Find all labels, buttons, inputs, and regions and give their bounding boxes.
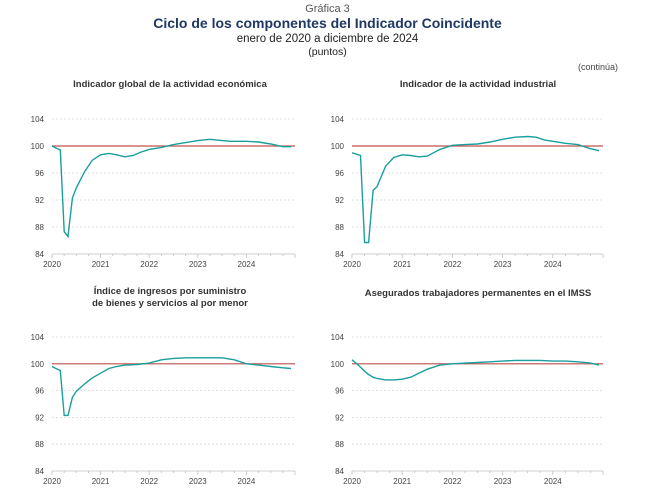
y-tick-label: 84 xyxy=(35,250,44,259)
y-tick-label: 88 xyxy=(335,440,344,449)
x-tick-label: 2024 xyxy=(238,477,256,486)
x-tick-label: 2021 xyxy=(393,260,411,269)
chart-title-2: Indicador de la actividad industrial xyxy=(400,79,556,90)
y-tick-label: 96 xyxy=(335,169,344,178)
y-tick-label: 104 xyxy=(31,333,45,342)
x-tick-label: 2020 xyxy=(43,260,61,269)
y-tick-label: 100 xyxy=(331,142,345,151)
x-tick-label: 2024 xyxy=(544,260,562,269)
chart-title-1: Indicador global de la actividad económi… xyxy=(73,79,267,90)
y-tick-label: 92 xyxy=(35,413,44,422)
series-line xyxy=(351,359,600,381)
x-tick-label: 2021 xyxy=(92,260,110,269)
x-tick-label: 2024 xyxy=(544,477,562,486)
y-tick-label: 84 xyxy=(335,467,344,476)
x-tick-label: 2020 xyxy=(343,260,361,269)
y-tick-label: 104 xyxy=(331,333,345,342)
figure-label: Gráfica 3 xyxy=(305,3,350,15)
x-tick-label: 2022 xyxy=(140,260,158,269)
chart-panel-2: Indicador de la actividad industrial 84 88… xyxy=(331,79,604,269)
x-tick-label: 2021 xyxy=(393,477,411,486)
x-tick-label: 2022 xyxy=(140,477,158,486)
series-line xyxy=(51,138,292,239)
y-tick-label: 100 xyxy=(31,142,45,151)
continued-note: (continúa) xyxy=(577,62,618,72)
chart-title-3: de bienes y servicios al por menor xyxy=(92,298,248,309)
x-tick-label: 2021 xyxy=(92,477,110,486)
y-tick-label: 84 xyxy=(35,467,44,476)
series-line xyxy=(351,135,600,244)
y-tick-label: 92 xyxy=(35,196,44,205)
chart-panel-4: Asegurados trabajadores permanentes en e… xyxy=(331,288,604,486)
y-tick-label: 88 xyxy=(35,223,44,232)
y-tick-label: 84 xyxy=(335,250,344,259)
x-tick-label: 2023 xyxy=(189,260,207,269)
x-tick-label: 2023 xyxy=(494,477,512,486)
y-tick-label: 100 xyxy=(31,360,45,369)
y-tick-label: 104 xyxy=(331,115,345,124)
y-tick-label: 96 xyxy=(35,387,44,396)
x-tick-label: 2022 xyxy=(444,260,462,269)
y-tick-label: 104 xyxy=(31,115,45,124)
figure-title: Ciclo de los componentes del Indicador C… xyxy=(153,15,502,31)
y-tick-label: 88 xyxy=(335,223,344,232)
figure-units: (puntos) xyxy=(308,46,347,58)
x-tick-label: 2022 xyxy=(444,477,462,486)
chart-title-3: Índice de ingresos por suministro xyxy=(94,286,247,297)
y-tick-label: 100 xyxy=(331,360,345,369)
x-tick-label: 2020 xyxy=(43,477,61,486)
x-tick-label: 2020 xyxy=(343,477,361,486)
chart-panel-1: Indicador global de la actividad económi… xyxy=(31,79,296,269)
figure-subtitle: enero de 2020 a diciembre de 2024 xyxy=(236,33,419,45)
y-tick-label: 96 xyxy=(335,387,344,396)
y-tick-label: 96 xyxy=(35,169,44,178)
y-tick-label: 92 xyxy=(335,413,344,422)
y-tick-label: 88 xyxy=(35,440,44,449)
x-tick-label: 2024 xyxy=(238,260,256,269)
series-line xyxy=(51,357,292,417)
y-tick-label: 92 xyxy=(335,196,344,205)
chart-title-4: Asegurados trabajadores permanentes en e… xyxy=(365,288,592,299)
x-tick-label: 2023 xyxy=(189,477,207,486)
x-tick-label: 2023 xyxy=(494,260,512,269)
